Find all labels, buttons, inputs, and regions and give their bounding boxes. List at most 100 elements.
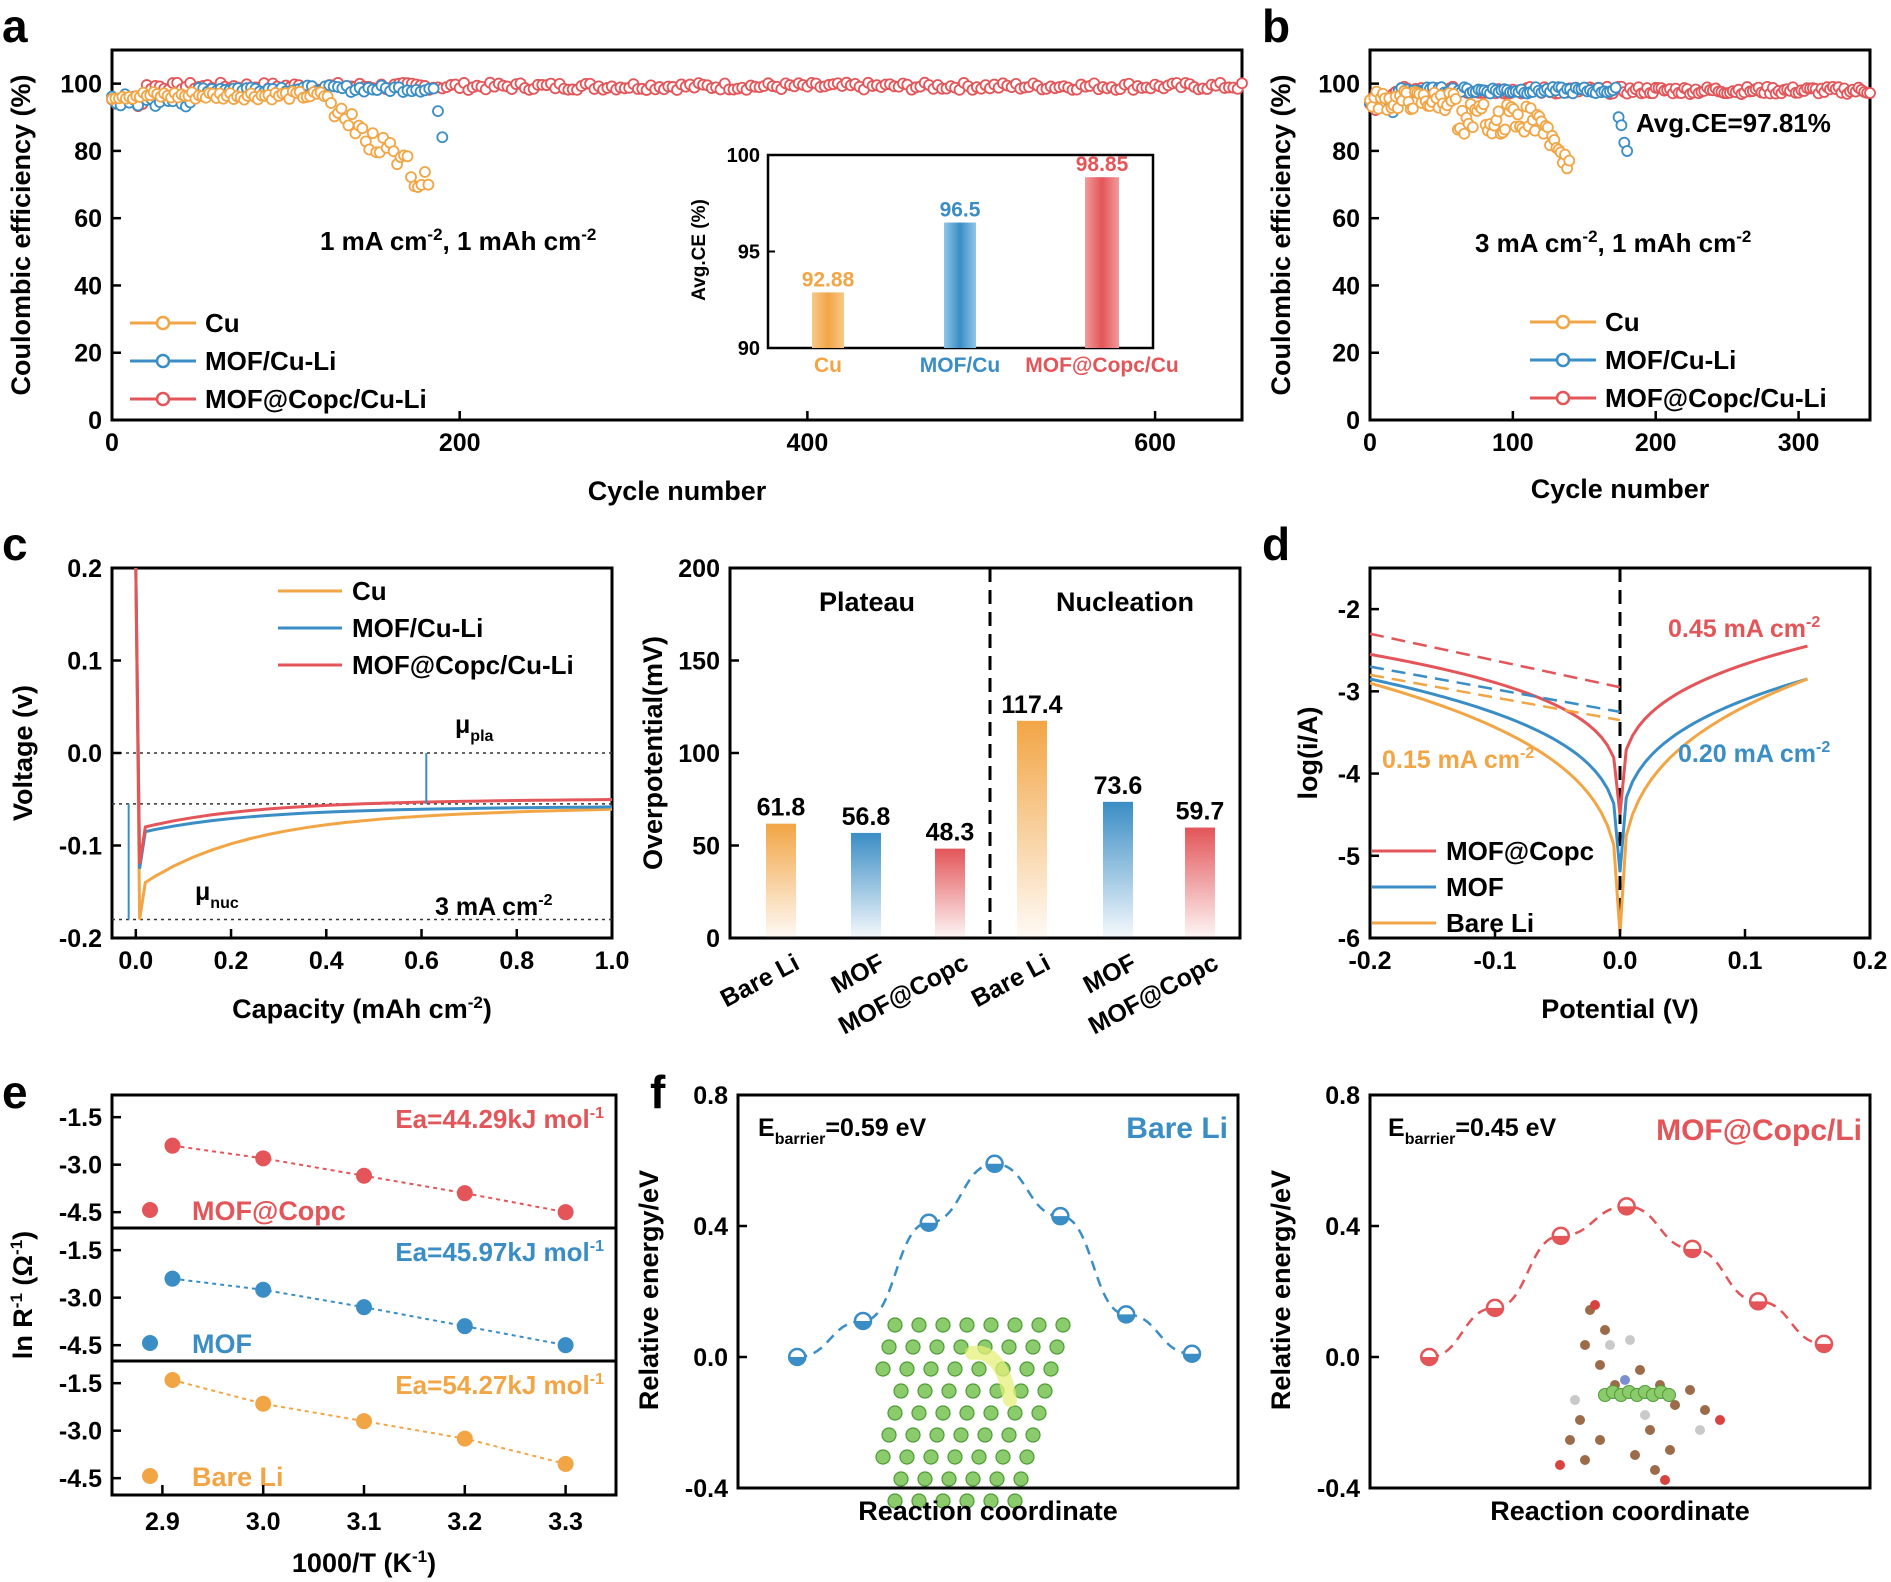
molecule-atom xyxy=(1590,1300,1600,1310)
c2-bar-1 xyxy=(851,832,881,938)
lattice-atom xyxy=(899,1361,915,1377)
panel-c2-ylabel: Overpotential(mV) xyxy=(638,636,668,870)
b-xtick-label: 100 xyxy=(1492,429,1534,457)
d-xtick-label: -0.1 xyxy=(1473,947,1516,975)
molecule-atom xyxy=(1630,1450,1640,1460)
d-label-bare: 0.15 mA cm-2 xyxy=(1382,745,1534,774)
lattice-atom xyxy=(953,1339,969,1355)
panel-c1-legend: Cu MOF/Cu-Li MOF@Copc/Cu-Li xyxy=(278,576,574,680)
migration-path xyxy=(965,1345,1017,1407)
a-xtick-label: 600 xyxy=(1134,429,1176,457)
lattice-atom xyxy=(911,1493,927,1509)
lattice-atom xyxy=(923,1449,939,1465)
a-ytick-label: 20 xyxy=(74,340,102,368)
f-energy-point-fill xyxy=(789,1357,806,1365)
inset-bar-2 xyxy=(1085,177,1119,348)
e-ytick-label: -1.5 xyxy=(59,1237,102,1265)
f-ytick-label: 0.0 xyxy=(693,1344,728,1372)
e-xtick-label: 3.2 xyxy=(447,1508,482,1536)
f-ytick-label: 0.0 xyxy=(1325,1344,1360,1372)
a-ytick-label: 60 xyxy=(74,205,102,233)
molecule-atom xyxy=(1555,1460,1565,1470)
b-ytick-label: 0 xyxy=(1346,407,1360,435)
b-point-cu xyxy=(1458,127,1471,140)
b-point-cu xyxy=(1511,108,1524,121)
f-energy-point-fill xyxy=(1118,1314,1135,1323)
panel-c1-legend-cu: Cu xyxy=(352,576,387,606)
panel-c1-ylabel: Voltage (v) xyxy=(8,685,38,821)
lattice-atom xyxy=(971,1361,987,1377)
f-ytick-label: 0.4 xyxy=(693,1213,728,1241)
panel-a-legend-mof: MOF/Cu-Li xyxy=(205,346,336,376)
b-xtick-label: 200 xyxy=(1635,429,1677,457)
label-mu-nuc: μnuc xyxy=(195,878,239,912)
inset-ytick-label: 95 xyxy=(738,242,760,264)
b-xtick-label: 0 xyxy=(1363,429,1377,457)
molecule-atom xyxy=(1580,1455,1590,1465)
lattice-atom xyxy=(1043,1361,1059,1377)
molecule-atom xyxy=(1595,1435,1605,1445)
c1-xtick-label: 0.8 xyxy=(499,947,534,975)
a-point-cu xyxy=(401,150,414,163)
c1-xtick-label: 0.4 xyxy=(309,947,344,975)
panel-b-legend-mof: MOF/Cu-Li xyxy=(1605,345,1736,375)
c1-ytick-label: 0.0 xyxy=(67,740,102,768)
inset-ytick-label: 100 xyxy=(727,145,760,167)
panel-a-legend-cu: Cu xyxy=(205,308,240,338)
panel-f2-ylabel: Relative energy/eV xyxy=(1266,1170,1296,1410)
panel-f2-xlabel: Reaction coordinate xyxy=(1490,1496,1750,1526)
b-ytick-label: 20 xyxy=(1332,340,1360,368)
a-point-mof xyxy=(436,131,449,144)
e-legend-name-2: Bare Li xyxy=(192,1462,284,1492)
d-xtick-label: 0.0 xyxy=(1603,947,1638,975)
lattice-atom xyxy=(917,1471,933,1487)
panel-f1-ylabel: Relative energy/eV xyxy=(634,1170,664,1410)
a-point-cu xyxy=(366,127,379,140)
lattice-atom xyxy=(1007,1317,1023,1333)
inset-bar-0 xyxy=(812,292,844,348)
lattice-atom xyxy=(959,1493,975,1509)
a-point-cu xyxy=(422,178,435,191)
lattice-atom xyxy=(893,1383,909,1399)
lattice-atom xyxy=(929,1339,945,1355)
b-point-copc xyxy=(1864,87,1876,99)
f-energy-point-fill xyxy=(1552,1235,1569,1244)
b-ytick-label: 60 xyxy=(1332,205,1360,233)
e-legend-marker-2 xyxy=(142,1468,158,1484)
a-xtick-label: 200 xyxy=(439,429,481,457)
panel-letter-f: f xyxy=(650,1066,666,1118)
lattice-atom xyxy=(1019,1449,1035,1465)
d-legend-copc: MOF@Copc xyxy=(1446,836,1594,866)
panel-f1-barrier: Ebarrier=0.59 eV xyxy=(758,1114,926,1148)
panel-c1-current: 3 mA cm-2 xyxy=(435,892,553,921)
e-ytick-label: -3.0 xyxy=(59,1152,102,1180)
f-energy-point-fill xyxy=(1684,1248,1701,1257)
a-point-cu xyxy=(346,108,358,120)
e-point-1 xyxy=(164,1270,181,1287)
inset-value-label: 98.85 xyxy=(1076,153,1129,176)
e-point-1 xyxy=(255,1281,272,1298)
panel-a-inset: 92.88 Cu 96.5 MOF/Cu 98.85 MOF@Copc/Cu 90 95 100… xyxy=(689,145,1179,377)
e-legend-marker-1 xyxy=(142,1335,158,1351)
lattice-atom xyxy=(899,1449,915,1465)
e-point-0 xyxy=(164,1137,181,1154)
d-tafel-curve-0 xyxy=(1369,644,1808,815)
lattice-atom xyxy=(959,1405,975,1421)
d-ytick-label: -5 xyxy=(1338,843,1360,871)
panel-b: 0 100 200 300 0 20 40 60 80 100 Cycle number Coul… xyxy=(1266,48,1876,504)
molecule-atom xyxy=(1600,1325,1610,1335)
b-ytick-label: 100 xyxy=(1318,71,1360,99)
lattice-atom xyxy=(971,1449,987,1465)
molecule-atom xyxy=(1670,1400,1680,1410)
lattice-atom xyxy=(881,1427,897,1443)
e-point-0 xyxy=(255,1150,272,1167)
lattice-atom xyxy=(1019,1361,1035,1377)
b-point-cu xyxy=(1466,121,1479,134)
f-energy-point-fill xyxy=(1487,1307,1503,1316)
f-energy-point-fill xyxy=(855,1320,871,1329)
molecule-atom xyxy=(1635,1365,1645,1375)
b-xtick-label: 300 xyxy=(1778,429,1820,457)
c1-ytick-label: -0.1 xyxy=(59,833,102,861)
c1-xtick-label: 0.0 xyxy=(118,947,153,975)
molecule-atom xyxy=(1565,1435,1575,1445)
